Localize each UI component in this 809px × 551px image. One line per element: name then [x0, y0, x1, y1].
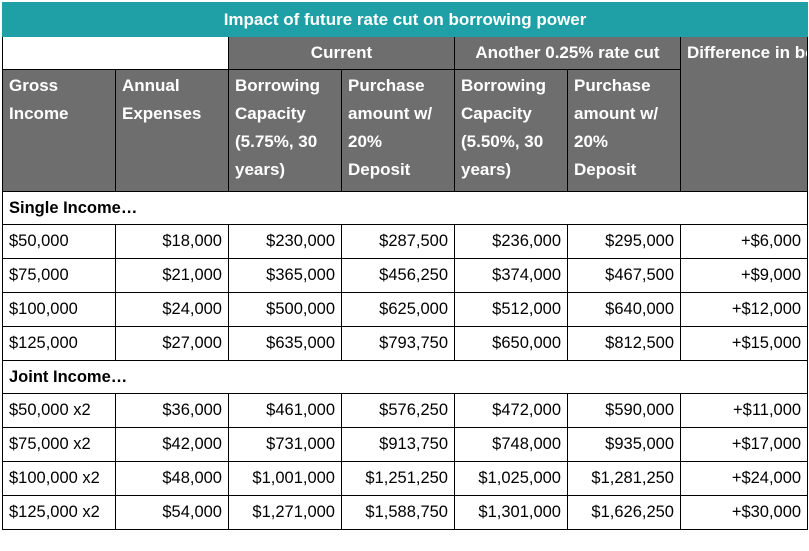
gross-income-cell: $50,000 x2 — [2, 393, 116, 428]
table-row: $75,000 x2 $42,000 $731,000 $913,750 $748,00… — [2, 427, 809, 462]
borrowing-cut-cell: $374,000 — [454, 258, 568, 293]
purchase-cut-cell: $467,500 — [567, 258, 681, 293]
table-title: Impact of future rate cut on borrowing p… — [1, 2, 809, 37]
section-label: Joint Income… — [1, 360, 809, 394]
table-row: $100,000 x2 $48,000 $1,001,000 $1,251,250 $1… — [2, 461, 809, 496]
purchase-current-cell: $456,250 — [341, 258, 455, 293]
table-row: $75,000 $21,000 $365,000 $456,250 $374,000 $4… — [2, 258, 809, 293]
gross-income-cell: $75,000 x2 — [2, 427, 116, 462]
purchase-cut-cell: $812,500 — [567, 326, 681, 361]
purchase-cut-header: Purchase amount w/ 20% Deposit — [567, 69, 681, 192]
gross-income-cell: $75,000 — [2, 258, 116, 293]
annual-expenses-header: Annual Expenses — [115, 69, 229, 192]
table-row: $100,000 $24,000 $500,000 $625,000 $512,000 $… — [2, 292, 809, 327]
table-row: $125,000 x2 $54,000 $1,271,000 $1,588,750 $1… — [2, 495, 809, 530]
borrowing-cut-cell: $650,000 — [454, 326, 568, 361]
borrowing-current-cell: $365,000 — [228, 258, 342, 293]
annual-expenses-cell: $48,000 — [115, 461, 229, 496]
borrowing-current-cell: $461,000 — [228, 393, 342, 428]
purchase-current-cell: $625,000 — [341, 292, 455, 327]
borrowing-cut-header: Borrowing Capacity (5.50%, 30 years) — [454, 69, 568, 192]
purchase-cut-cell: $590,000 — [567, 393, 681, 428]
annual-expenses-cell: $18,000 — [115, 224, 229, 259]
purchase-cut-cell: $935,000 — [567, 427, 681, 462]
annual-expenses-cell: $54,000 — [115, 495, 229, 530]
annual-expenses-cell: $24,000 — [115, 292, 229, 327]
purchase-current-cell: $1,588,750 — [341, 495, 455, 530]
section-label: Single Income… — [1, 191, 809, 225]
annual-expenses-cell: $42,000 — [115, 427, 229, 462]
purchase-cut-cell: $1,626,250 — [567, 495, 681, 530]
gross-income-cell: $100,000 x2 — [2, 461, 116, 496]
difference-header: Difference in borrowing power — [679, 36, 809, 192]
difference-cell: +$9,000 — [679, 258, 809, 293]
blank-header-cell — [2, 36, 229, 70]
purchase-current-cell: $1,251,250 — [341, 461, 455, 496]
purchase-current-cell: $793,750 — [341, 326, 455, 361]
borrowing-cut-cell: $1,301,000 — [454, 495, 568, 530]
difference-cell: +$6,000 — [679, 224, 809, 259]
purchase-cut-cell: $295,000 — [567, 224, 681, 259]
annual-expenses-cell: $21,000 — [115, 258, 229, 293]
gross-income-cell: $125,000 — [2, 326, 116, 361]
table-row: $50,000 $18,000 $230,000 $287,500 $236,000 $2… — [2, 224, 809, 259]
annual-expenses-cell: $36,000 — [115, 393, 229, 428]
table-body: Single Income… $50,000 $18,000 $230,000 $287… — [1, 191, 809, 530]
borrowing-cut-cell: $1,025,000 — [454, 461, 568, 496]
borrowing-cut-cell: $512,000 — [454, 292, 568, 327]
difference-cell: +$30,000 — [679, 495, 809, 530]
borrowing-current-cell: $731,000 — [228, 427, 342, 462]
borrowing-current-cell: $1,001,000 — [228, 461, 342, 496]
gross-income-cell: $50,000 — [2, 224, 116, 259]
borrowing-cut-cell: $236,000 — [454, 224, 568, 259]
current-group-header: Current — [228, 36, 455, 70]
borrowing-current-cell: $1,271,000 — [228, 495, 342, 530]
difference-cell: +$12,000 — [679, 292, 809, 327]
borrowing-current-cell: $500,000 — [228, 292, 342, 327]
borrowing-power-table: Impact of future rate cut on borrowing p… — [1, 2, 809, 530]
purchase-current-cell: $913,750 — [341, 427, 455, 462]
purchase-cut-cell: $1,281,250 — [567, 461, 681, 496]
borrowing-cut-cell: $472,000 — [454, 393, 568, 428]
difference-cell: +$24,000 — [679, 461, 809, 496]
purchase-current-header: Purchase amount w/ 20% Deposit — [341, 69, 455, 192]
gross-income-header: Gross Income — [2, 69, 116, 192]
gross-income-cell: $100,000 — [2, 292, 116, 327]
annual-expenses-cell: $27,000 — [115, 326, 229, 361]
difference-cell: +$15,000 — [679, 326, 809, 361]
difference-cell: +$17,000 — [679, 427, 809, 462]
table-row: $50,000 x2 $36,000 $461,000 $576,250 $472,00… — [2, 393, 809, 428]
borrowing-current-cell: $230,000 — [228, 224, 342, 259]
rate-cut-group-header: Another 0.25% rate cut — [454, 36, 681, 70]
borrowing-cut-cell: $748,000 — [454, 427, 568, 462]
borrowing-current-header: Borrowing Capacity (5.75%, 30 years) — [228, 69, 342, 192]
purchase-current-cell: $287,500 — [341, 224, 455, 259]
purchase-cut-cell: $640,000 — [567, 292, 681, 327]
table-row: $125,000 $27,000 $635,000 $793,750 $650,000 $… — [2, 326, 809, 361]
difference-cell: +$11,000 — [679, 393, 809, 428]
gross-income-cell: $125,000 x2 — [2, 495, 116, 530]
borrowing-current-cell: $635,000 — [228, 326, 342, 361]
purchase-current-cell: $576,250 — [341, 393, 455, 428]
